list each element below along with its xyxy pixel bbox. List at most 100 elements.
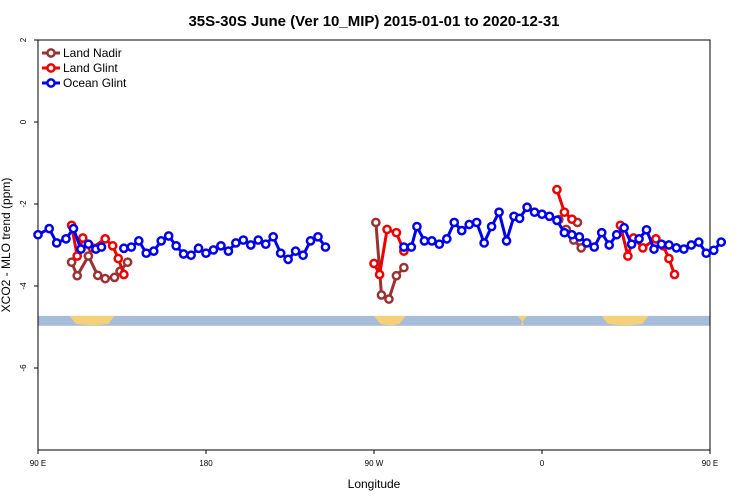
ocean-glint-point bbox=[68, 223, 79, 234]
legend-label-land-glint: Land Glint bbox=[63, 61, 118, 75]
land-nadir-point bbox=[83, 251, 94, 261]
land-nadir-point bbox=[376, 290, 387, 300]
land-nadir-point bbox=[399, 262, 409, 273]
ocean-glint-point bbox=[268, 231, 279, 242]
land-glint-point bbox=[374, 269, 385, 280]
ocean-glint-point bbox=[441, 234, 452, 244]
ocean-glint-point bbox=[313, 231, 323, 242]
ocean-glint-point bbox=[163, 231, 174, 241]
land-glint-point bbox=[100, 234, 111, 244]
ocean-glint-point bbox=[634, 234, 644, 244]
land-glint-point bbox=[113, 253, 124, 264]
land-nadir-point bbox=[384, 294, 394, 304]
ocean-glint-point bbox=[589, 242, 600, 252]
ocean-glint-point bbox=[141, 248, 152, 259]
ocean-glint-point bbox=[186, 250, 196, 261]
y-tick-label: 2 bbox=[19, 37, 28, 42]
x-axis-title: Longitude bbox=[348, 477, 401, 491]
land-glint-point bbox=[369, 258, 379, 269]
ocean-glint-point bbox=[486, 221, 497, 232]
ocean-glint-point bbox=[231, 238, 241, 248]
ocean-glint-point bbox=[178, 249, 189, 259]
ocean-glint-point bbox=[216, 240, 226, 251]
ocean-glint-point bbox=[619, 222, 629, 233]
ocean-glint-point bbox=[208, 245, 219, 255]
ocean-glint-point bbox=[283, 254, 293, 265]
ocean-glint-point bbox=[412, 221, 422, 232]
ocean-glint-point bbox=[33, 229, 43, 240]
ocean-glint-point bbox=[479, 238, 489, 248]
ocean-glint-point bbox=[260, 239, 271, 250]
y-tick-label: -2 bbox=[19, 200, 28, 208]
ocean-glint-point bbox=[679, 244, 689, 254]
ocean-glint-point bbox=[171, 240, 181, 251]
ocean-glint-point bbox=[514, 213, 525, 224]
ocean-glint-point bbox=[529, 207, 540, 218]
ocean-glint-point bbox=[671, 243, 682, 253]
ocean-glint-point bbox=[44, 223, 55, 234]
ocean-glint-point bbox=[156, 236, 167, 246]
ocean-glint-point bbox=[596, 227, 607, 238]
land-glint-point bbox=[72, 251, 83, 261]
ocean-glint-point bbox=[419, 236, 430, 246]
ocean-glint-point bbox=[193, 243, 204, 254]
ocean-glint-point bbox=[537, 209, 547, 220]
ocean-glint-point bbox=[275, 248, 286, 259]
land-nadir-point bbox=[109, 272, 120, 283]
land-glint-point bbox=[552, 184, 562, 195]
legend-marker-land-glint bbox=[46, 63, 56, 73]
ocean-glint-point bbox=[201, 248, 211, 259]
ocean-glint-point bbox=[581, 238, 592, 248]
ocean-glint-point bbox=[552, 215, 562, 226]
ocean-glint-point bbox=[298, 250, 308, 261]
land-glint-point bbox=[623, 251, 633, 261]
land-glint-point bbox=[119, 269, 129, 280]
ocean-glint-point bbox=[708, 245, 719, 256]
ocean-glint-point bbox=[464, 219, 475, 230]
x-tick-label: 90 E bbox=[702, 459, 718, 468]
ocean-glint-point bbox=[119, 243, 129, 254]
ocean-glint-point bbox=[245, 240, 256, 250]
land-mask-2 bbox=[374, 315, 406, 326]
ocean-glint-point bbox=[253, 235, 264, 245]
land-nadir-point bbox=[66, 257, 77, 268]
land-glint-point bbox=[567, 214, 577, 225]
ocean-glint-point bbox=[494, 207, 504, 218]
ocean-glint-point bbox=[434, 239, 445, 250]
ocean-glint-point bbox=[574, 231, 585, 242]
ocean-glint-point bbox=[126, 242, 137, 252]
land-nadir-point bbox=[92, 270, 103, 281]
ocean-glint-point bbox=[148, 246, 159, 256]
ocean-glint-point bbox=[471, 217, 482, 228]
ocean-glint-point bbox=[604, 240, 615, 250]
land-nadir-point bbox=[72, 270, 83, 281]
legend-marker-ocean-glint bbox=[46, 78, 56, 88]
land-nadir-point bbox=[371, 217, 381, 228]
x-tick-label: 90 E bbox=[30, 459, 46, 468]
ocean-glint-point bbox=[641, 224, 652, 235]
land-mask-4 bbox=[601, 315, 649, 326]
legend-marker-land-nadir bbox=[46, 48, 56, 58]
y-tick-label: -6 bbox=[19, 364, 28, 372]
legend-label-land-nadir: Land Nadir bbox=[63, 46, 122, 60]
ocean-glint-point bbox=[51, 238, 62, 248]
ocean-glint-point bbox=[567, 229, 577, 240]
land-glint-point bbox=[669, 269, 680, 280]
land-mask-1 bbox=[69, 315, 115, 326]
ocean-glint-point bbox=[501, 236, 512, 246]
ocean-glint-point bbox=[716, 237, 727, 247]
x-tick-label: 90 W bbox=[365, 459, 384, 468]
ocean-glint-point bbox=[544, 211, 555, 222]
land-glint-point bbox=[77, 233, 88, 243]
land-nadir-point bbox=[391, 270, 402, 281]
ocean-glint-point bbox=[223, 246, 234, 256]
land-mask-3 bbox=[517, 315, 528, 326]
land-nadir-point bbox=[576, 243, 587, 253]
y-axis-title: XCO2 - MLO trend (ppm) bbox=[0, 178, 13, 313]
ocean-glint-point bbox=[238, 235, 249, 245]
ocean-glint-point bbox=[693, 237, 704, 247]
ocean-glint-point bbox=[427, 236, 437, 246]
ocean-glint-point bbox=[96, 242, 107, 252]
